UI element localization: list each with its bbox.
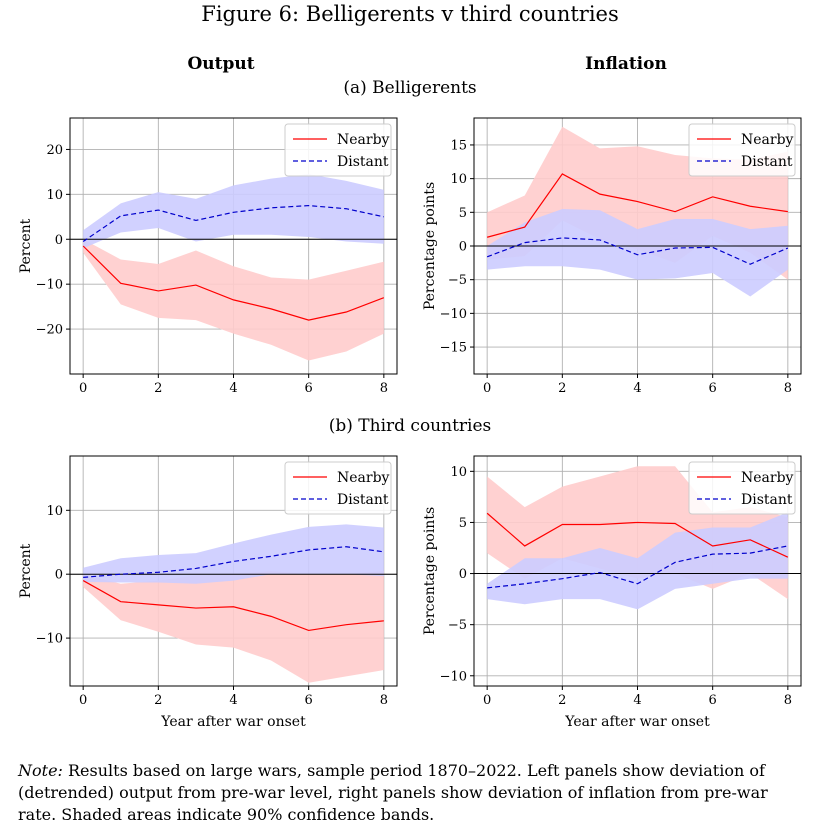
legend-label-distant: Distant [337,154,389,170]
y-tick-label: 10 [450,465,467,480]
legend-label-nearby: Nearby [337,132,390,148]
x-tick-label: 6 [709,693,717,708]
y-axis-label: Percentage points [422,182,438,310]
series-line-nearby [486,512,789,558]
x-tick-label: 0 [483,693,491,708]
y-tick-label: 15 [450,138,467,153]
note-text: Results based on large wars, sample peri… [18,761,768,824]
y-tick-label: 10 [450,172,467,187]
y-tick-label: −10 [36,632,63,647]
series-line-distant [486,237,789,265]
figure-note: Note: Results based on large wars, sampl… [18,760,808,826]
series-line-nearby [82,580,384,632]
plot-b-output: 0 2 4 6 8 10 0 −10 Percent Year after war onset Ne… [18,455,398,730]
y-tick-label: −10 [440,307,467,322]
x-tick-label: 2 [558,693,566,708]
legend-label-nearby: Nearby [741,470,794,486]
x-tick-label: 8 [784,381,792,396]
confidence-band-distant [487,512,788,610]
series-line-distant [487,545,788,589]
x-tick-label: 6 [305,381,313,396]
confidence-band-nearby [83,571,384,683]
series-line-distant [83,546,384,578]
legend-label-distant: Distant [741,154,793,170]
legend-label-nearby: Nearby [337,470,390,486]
x-tick-label: 2 [154,381,162,396]
x-axis-label: Year after war onset [564,714,710,730]
y-tick-label: 10 [46,188,63,203]
y-tick-label: 5 [459,516,467,531]
y-tick-label: −5 [448,618,467,633]
x-tick-label: 4 [633,381,641,396]
panel-title-belligerents: (a) Belligerents [343,78,477,98]
y-tick-label: −15 [440,341,467,356]
x-axis-label: Year after war onset [160,714,306,730]
x-tick-label: 4 [229,693,237,708]
x-tick-label: 2 [154,693,162,708]
x-tick-label: 6 [709,381,717,396]
y-tick-label: −10 [440,669,467,684]
y-axis-label: Percent [18,543,34,598]
column-heading-inflation: Inflation [585,54,667,74]
series-line-nearby [82,245,385,321]
plot-a-output: 0 2 4 6 8 20 10 0 −10 −20 Percent Nearby Distant [18,117,398,396]
series-line-nearby [486,173,788,238]
y-tick-label: −10 [36,278,63,293]
note-label: Note: [18,761,63,780]
x-tick-label: 8 [380,693,388,708]
y-tick-label: 0 [55,233,63,248]
legend-box [284,461,392,515]
y-tick-label: 5 [459,206,467,221]
x-tick-label: 4 [229,381,237,396]
legend-label-nearby: Nearby [741,132,794,148]
y-tick-label: 0 [459,240,467,255]
x-tick-label: 2 [558,381,566,396]
confidence-band-distant [487,208,788,297]
legend-label-distant: Distant [741,492,793,508]
confidence-band-distant [83,524,384,584]
y-axis-label: Percent [18,218,34,273]
x-tick-label: 4 [633,693,641,708]
plot-a-inflation: 0 2 4 6 8 15 10 5 0 −5 −10 −15 Percentage points Near… [422,117,802,396]
x-tick-label: 8 [380,381,388,396]
y-tick-label: −20 [36,323,63,338]
plot-b-inflation: 0 2 4 6 8 10 5 0 −5 −10 Percentage points Year afte… [422,455,802,730]
x-tick-label: 6 [305,693,313,708]
y-tick-label: 20 [46,143,63,158]
x-tick-label: 0 [79,693,87,708]
legend-box [284,123,392,177]
y-tick-label: 0 [55,568,63,583]
legend-label-distant: Distant [337,492,389,508]
confidence-band-distant [83,174,384,249]
x-tick-label: 0 [79,381,87,396]
series-line-distant [82,204,384,243]
x-tick-label: 0 [483,381,491,396]
figure-title: Figure 6: Belligerents v third countries [201,2,619,26]
y-tick-label: 0 [459,567,467,582]
column-heading-output: Output [187,54,255,74]
x-tick-label: 8 [784,693,792,708]
y-tick-label: 10 [46,504,63,519]
legend-box [688,123,796,177]
y-axis-label: Percentage points [422,507,438,635]
y-tick-label: −5 [448,273,467,288]
panel-title-third-countries: (b) Third countries [328,416,492,436]
legend-box [688,461,796,515]
